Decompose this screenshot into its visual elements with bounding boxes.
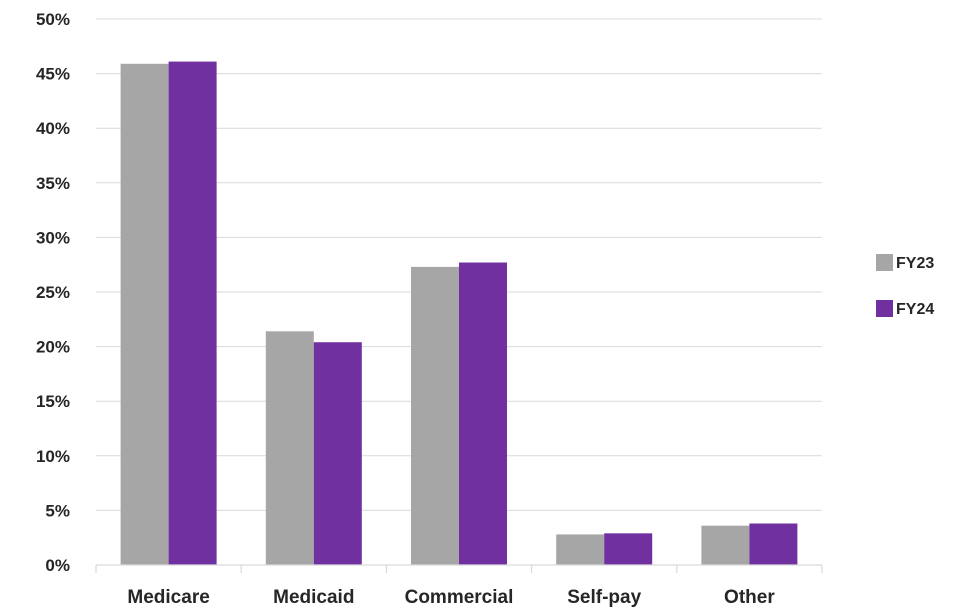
y-tick-label: 20% [36,338,70,357]
legend-swatch-fy23 [876,254,893,271]
y-tick-label: 35% [36,174,70,193]
y-tick-label: 30% [36,228,70,247]
bar-fy24-medicaid [313,342,362,565]
y-tick-label: 50% [36,10,70,29]
bar-fy23-medicare [120,63,169,565]
bar-fy24-commercial [459,262,507,565]
y-tick-label: 15% [36,392,70,411]
x-category-label: Commercial [405,587,514,608]
x-category-label: Self-pay [567,587,641,608]
y-axis-ticks: 0% 5% 10% 15% 20% 25% 30% 35% 40% 45% 50% [36,10,70,575]
legend-label-fy23: FY23 [896,255,934,272]
y-tick-label: 5% [45,501,70,520]
legend: FY23 FY24 [876,254,934,318]
bar-fy23-medicaid [265,331,314,565]
bar-fy24-medicare [168,61,217,565]
bars [120,61,798,565]
bar-fy24-other [749,523,798,565]
x-category-label: Medicaid [273,587,354,608]
y-tick-label: 0% [45,556,70,575]
bar-fy23-self-pay [556,534,605,565]
x-axis-categories: Medicare Medicaid Commercial Self-pay Other [127,587,775,608]
bar-fy24-self-pay [604,533,653,565]
x-category-label: Other [724,587,775,608]
x-category-label: Medicare [127,587,209,608]
y-tick-label: 40% [36,119,70,138]
bar-fy23-other [701,525,750,565]
legend-swatch-fy24 [876,300,893,317]
y-tick-label: 25% [36,283,70,302]
bar-fy23-commercial [411,266,459,565]
legend-label-fy24: FY24 [896,301,934,318]
y-tick-label: 45% [36,65,70,84]
x-axis [95,564,823,573]
y-tick-label: 10% [36,447,70,466]
